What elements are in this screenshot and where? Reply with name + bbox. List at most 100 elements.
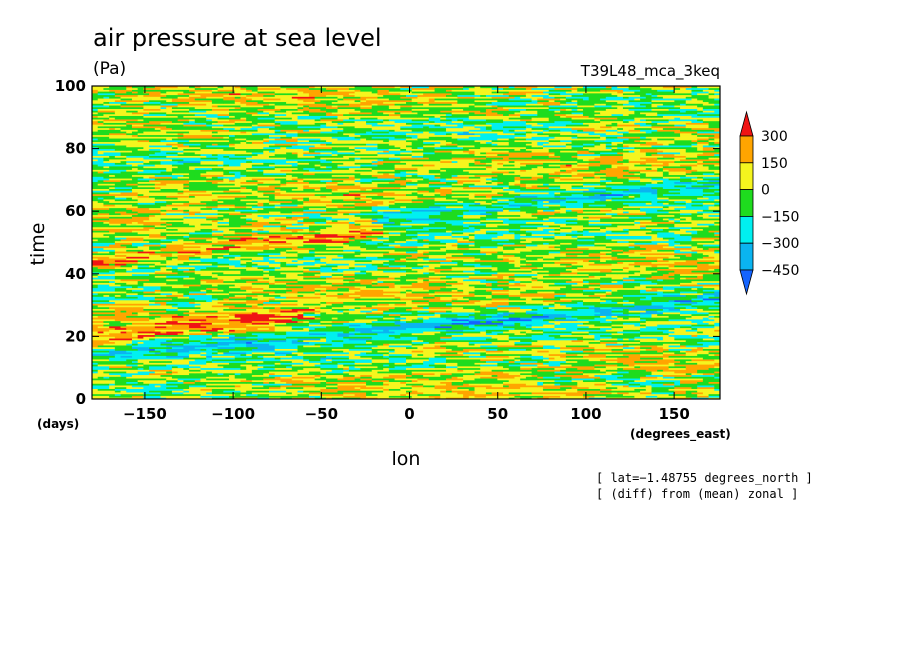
heatmap-cell (611, 348, 624, 351)
heatmap-cell (463, 298, 470, 301)
heatmap-cell (514, 232, 532, 235)
heatmap-cell (400, 320, 407, 323)
heatmap-cell (394, 282, 413, 285)
heatmap-cell (246, 218, 253, 221)
heatmap-cell (463, 296, 487, 299)
heatmap-cell (166, 284, 184, 287)
heatmap-cell (622, 285, 635, 289)
heatmap-cell (126, 350, 150, 353)
heatmap-cell (92, 303, 116, 306)
heatmap-cell (131, 360, 139, 363)
heatmap-cell (714, 245, 721, 249)
heatmap-cell (480, 331, 487, 334)
heatmap-cell (92, 279, 116, 282)
heatmap-cell (149, 273, 173, 276)
heatmap-cell (286, 275, 304, 278)
heatmap-cell (451, 244, 458, 247)
heatmap-cell (371, 245, 378, 249)
heatmap-cell (337, 279, 344, 282)
heatmap-cell (257, 313, 276, 316)
heatmap-cell (109, 376, 127, 379)
heatmap-cell (645, 308, 664, 311)
heatmap-cell (503, 214, 521, 217)
heatmap-cell (411, 254, 430, 257)
heatmap-cell (651, 287, 664, 290)
heatmap-cell (171, 273, 179, 276)
heatmap-cell (297, 372, 321, 376)
heatmap-cell (577, 369, 601, 372)
heatmap-cell (668, 256, 681, 259)
heatmap-cell (451, 259, 464, 263)
heatmap-cell (691, 287, 698, 290)
heatmap-cell (634, 251, 652, 254)
heatmap-cell (406, 362, 424, 365)
heatmap-cell (508, 385, 527, 388)
heatmap-cell (531, 313, 544, 316)
heatmap-cell (697, 301, 704, 304)
heatmap-cell (388, 329, 395, 332)
heatmap-cell (588, 332, 607, 336)
heatmap-cell (394, 245, 418, 249)
heatmap-cell (628, 319, 641, 322)
heatmap-cell (463, 395, 470, 398)
heatmap-cell (503, 263, 515, 266)
heatmap-cell (394, 202, 407, 205)
heatmap-cell (480, 212, 493, 216)
heatmap-cell (160, 254, 173, 257)
heatmap-cell (440, 275, 447, 278)
heatmap-cell (194, 310, 218, 313)
heatmap-cell (503, 204, 510, 207)
heatmap-cell (674, 386, 692, 389)
heatmap-cell (371, 254, 384, 257)
heatmap-cell (406, 228, 430, 231)
heatmap-cell (320, 265, 338, 268)
heatmap-cell (577, 374, 590, 377)
heatmap-cell (257, 364, 276, 367)
heatmap-cell (531, 285, 544, 289)
heatmap-cell (611, 219, 635, 223)
heatmap-cell (645, 388, 652, 391)
heatmap-cell (491, 301, 510, 304)
heatmap-cell (463, 219, 481, 223)
heatmap-cell (303, 261, 327, 264)
heatmap-cell (640, 298, 652, 301)
heatmap-cell (223, 352, 247, 355)
heatmap-cell (331, 216, 338, 219)
heatmap-cell (423, 280, 447, 283)
heatmap-cell (229, 329, 236, 332)
heatmap-cell (194, 221, 218, 224)
heatmap-cell (109, 378, 121, 381)
heatmap-cell (131, 374, 150, 377)
heatmap-cell (600, 388, 612, 391)
heatmap-cell (354, 367, 361, 370)
heatmap-cell (177, 353, 190, 356)
heatmap-cell (92, 273, 99, 276)
heatmap-cell (354, 251, 367, 254)
heatmap-cell (508, 386, 515, 389)
heatmap-cell (577, 346, 595, 349)
heatmap-cell (503, 331, 515, 334)
heatmap-cell (451, 310, 470, 313)
heatmap-cell (371, 317, 384, 320)
heatmap-cell (640, 378, 664, 381)
heatmap-cell (183, 247, 207, 250)
heatmap-cell (308, 249, 333, 252)
heatmap-cell (480, 251, 498, 254)
heatmap-cell (531, 338, 544, 341)
heatmap-cell (651, 381, 675, 384)
heatmap-cell (320, 280, 327, 283)
heatmap-cell (320, 310, 338, 313)
heatmap-cell (543, 355, 550, 358)
heatmap-cell (92, 221, 104, 224)
heatmap-cell (582, 233, 607, 236)
heatmap-cell (697, 381, 709, 384)
heatmap-cell (400, 296, 407, 299)
heatmap-cell (543, 303, 550, 306)
heatmap-cell (251, 372, 264, 376)
heatmap-cell (383, 280, 390, 283)
heatmap-cell (554, 374, 578, 377)
heatmap-cell (320, 359, 327, 362)
heatmap-cell (280, 202, 304, 205)
heatmap-cell (468, 237, 475, 240)
heatmap-cell (503, 219, 527, 223)
